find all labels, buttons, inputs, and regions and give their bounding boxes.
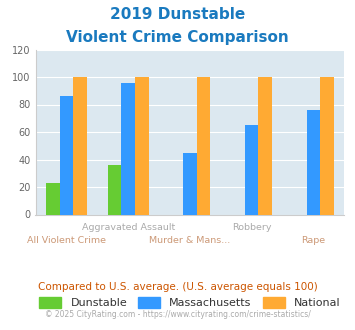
Bar: [46, 183, 60, 214]
Bar: [258, 77, 272, 214]
Legend: Dunstable, Massachusetts, National: Dunstable, Massachusetts, National: [39, 296, 340, 308]
Text: © 2025 CityRating.com - https://www.cityrating.com/crime-statistics/: © 2025 CityRating.com - https://www.city…: [45, 310, 310, 319]
Text: Robbery: Robbery: [232, 223, 272, 232]
Bar: [183, 152, 197, 214]
Bar: [197, 77, 210, 214]
Bar: [245, 125, 258, 214]
Text: Violent Crime Comparison: Violent Crime Comparison: [66, 30, 289, 45]
Text: All Violent Crime: All Violent Crime: [27, 236, 106, 245]
Text: Aggravated Assault: Aggravated Assault: [82, 223, 175, 232]
Bar: [121, 82, 135, 214]
Bar: [320, 77, 334, 214]
Text: Rape: Rape: [301, 236, 326, 245]
Bar: [135, 77, 148, 214]
Bar: [73, 77, 87, 214]
Bar: [60, 96, 73, 214]
Bar: [108, 165, 121, 214]
Text: 2019 Dunstable: 2019 Dunstable: [110, 7, 245, 21]
Bar: [307, 110, 320, 214]
Text: Compared to U.S. average. (U.S. average equals 100): Compared to U.S. average. (U.S. average …: [38, 282, 317, 292]
Text: Murder & Mans...: Murder & Mans...: [149, 236, 230, 245]
